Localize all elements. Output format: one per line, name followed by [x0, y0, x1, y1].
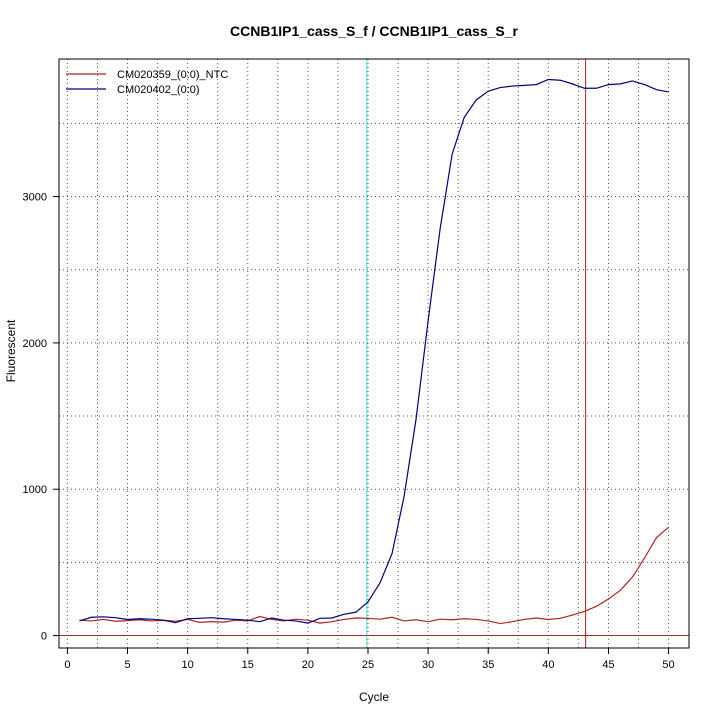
- axis-layer: 0 5 10 15 20 25 30 35 40 45 50 0 1000 2000 3000: [23, 192, 675, 671]
- x-axis-label: Cycle: [359, 690, 389, 704]
- y-tick-label: 2000: [23, 338, 47, 350]
- x-tick-label: 15: [242, 659, 254, 671]
- x-tick-label: 30: [422, 659, 434, 671]
- y-tick-label: 3000: [23, 192, 47, 204]
- x-tick-label: 10: [182, 659, 194, 671]
- legend-label-1: CM020359_(0:0)_NTC: [117, 69, 228, 81]
- series-line-1: [79, 526, 669, 625]
- x-tick-label: 40: [542, 659, 554, 671]
- x-tick-label: 50: [662, 659, 674, 671]
- legend-label-2: CM020402_(0:0): [117, 84, 200, 96]
- chart-title: CCNB1IP1_cass_S_f / CCNB1IP1_cass_S_r: [230, 23, 518, 39]
- cycle-marker-layer: [59, 59, 689, 648]
- x-tick-label: 20: [302, 659, 314, 671]
- x-tick-label: 5: [124, 659, 130, 671]
- plot-frame: [58, 58, 690, 649]
- x-tick-label: 0: [64, 659, 70, 671]
- y-tick-label: 1000: [23, 484, 47, 496]
- y-axis-label: Fluorescent: [4, 319, 18, 382]
- x-tick-label: 25: [362, 659, 374, 671]
- x-tick-label: 35: [482, 659, 494, 671]
- x-tick-label: 45: [602, 659, 614, 671]
- grid-layer: [59, 59, 689, 648]
- legend: CM020359_(0:0)_NTC CM020402_(0:0): [66, 69, 228, 96]
- y-tick-label: 0: [41, 631, 47, 643]
- series-line-2: [79, 78, 669, 624]
- series-layer: [79, 78, 669, 625]
